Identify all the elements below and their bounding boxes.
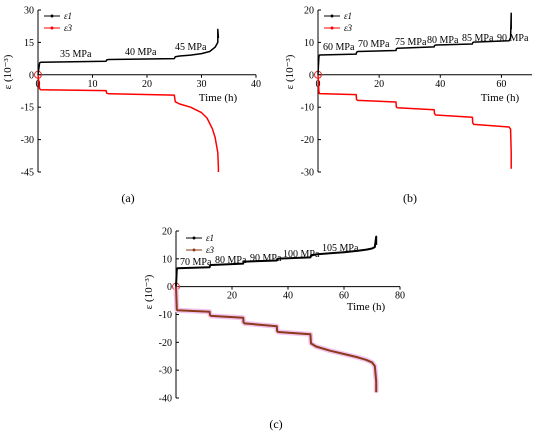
series-line-ε3 <box>37 74 220 172</box>
y-tick-label: 0 <box>29 70 34 81</box>
y-tick-label: -30 <box>159 366 172 377</box>
series-line-ε3 <box>175 286 378 393</box>
y-axis-title: ε (10⁻³) <box>143 274 155 309</box>
series-line-ε1 <box>175 235 378 287</box>
y-tick-label: -10 <box>159 310 172 321</box>
stress-annotation: 75 MPa <box>395 37 427 48</box>
stress-annotation: 105 MPa <box>322 243 359 254</box>
legend-marker <box>330 14 334 18</box>
y-tick-label: 0 <box>309 70 314 81</box>
y-tick-label: 10 <box>162 254 172 265</box>
x-tick-label: 0 <box>36 79 41 90</box>
stress-annotation: 100 MPa <box>283 249 320 260</box>
y-tick-label: 10 <box>304 38 314 49</box>
legend-marker <box>330 26 334 30</box>
series-line-ε1 <box>37 28 220 75</box>
y-tick-label: -45 <box>21 168 34 179</box>
legend-marker <box>192 236 196 240</box>
x-tick-label: 40 <box>251 79 261 90</box>
panel-label: (b) <box>403 191 417 205</box>
stress-annotation: 80 MPa <box>215 255 247 266</box>
panel-label: (a) <box>121 191 134 205</box>
y-tick-label: 0 <box>167 282 172 293</box>
x-tick-label: 20 <box>227 291 237 302</box>
legend-label: ε1 <box>344 11 352 21</box>
y-tick-label: -20 <box>301 135 314 146</box>
y-tick-label: 30 <box>24 6 34 17</box>
x-tick-label: 60 <box>496 79 506 90</box>
legend-marker <box>50 14 54 18</box>
y-axis-title: ε (10⁻³) <box>284 54 296 89</box>
x-axis-title: Time (h) <box>347 301 386 313</box>
x-axis-title: Time (h) <box>481 92 520 104</box>
legend-marker <box>50 26 54 30</box>
x-tick-label: 20 <box>142 79 152 90</box>
stress-annotation: 60 MPa <box>323 42 355 53</box>
y-tick-label: -20 <box>159 338 172 349</box>
stress-annotation: 35 MPa <box>60 49 92 60</box>
stress-annotation: 80 MPa <box>427 35 459 46</box>
x-tick-label: 20 <box>374 79 384 90</box>
legend-label: ε1 <box>64 11 72 21</box>
stress-annotation: 70 MPa <box>180 257 212 268</box>
legend-label: ε1 <box>206 233 214 243</box>
stress-annotation: 40 MPa <box>125 47 157 58</box>
series-line-ε1 <box>317 12 512 75</box>
y-tick-label: -10 <box>301 103 314 114</box>
legend-label: ε3 <box>344 23 353 33</box>
legend-label: ε3 <box>206 245 215 255</box>
y-tick-label: 15 <box>24 38 34 49</box>
x-tick-label: 60 <box>339 291 349 302</box>
stress-annotation: 90 MPa <box>250 253 282 264</box>
legend-label: ε3 <box>64 23 73 33</box>
panel-label: (c) <box>269 417 282 431</box>
y-tick-label: 20 <box>304 6 314 17</box>
series-line-ε3 <box>317 74 512 169</box>
x-tick-label: 30 <box>197 79 207 90</box>
x-tick-label: 40 <box>435 79 445 90</box>
stress-annotation: 45 MPa <box>175 42 207 53</box>
y-tick-label: -15 <box>21 103 34 114</box>
x-tick-label: 10 <box>88 79 98 90</box>
stress-annotation: 85 MPa <box>462 33 494 44</box>
stress-annotation: 90 MPa <box>497 33 529 44</box>
stress-annotation: 70 MPa <box>358 39 390 50</box>
chart-panel-1: 30 15 0 -15 -30 -45 0 10 20 30 40 Time (h) ε (10⁻³) ε… <box>2 6 261 206</box>
y-tick-label: -40 <box>159 394 172 405</box>
x-tick-label: 40 <box>283 291 293 302</box>
y-tick-label: -30 <box>301 168 314 179</box>
legend-marker <box>192 248 196 252</box>
y-tick-label: 20 <box>162 227 172 238</box>
x-tick-label: 80 <box>395 291 405 302</box>
y-axis-title: ε (10⁻³) <box>2 54 14 89</box>
x-axis-title: Time (h) <box>199 92 238 104</box>
y-tick-label: -30 <box>21 135 34 146</box>
